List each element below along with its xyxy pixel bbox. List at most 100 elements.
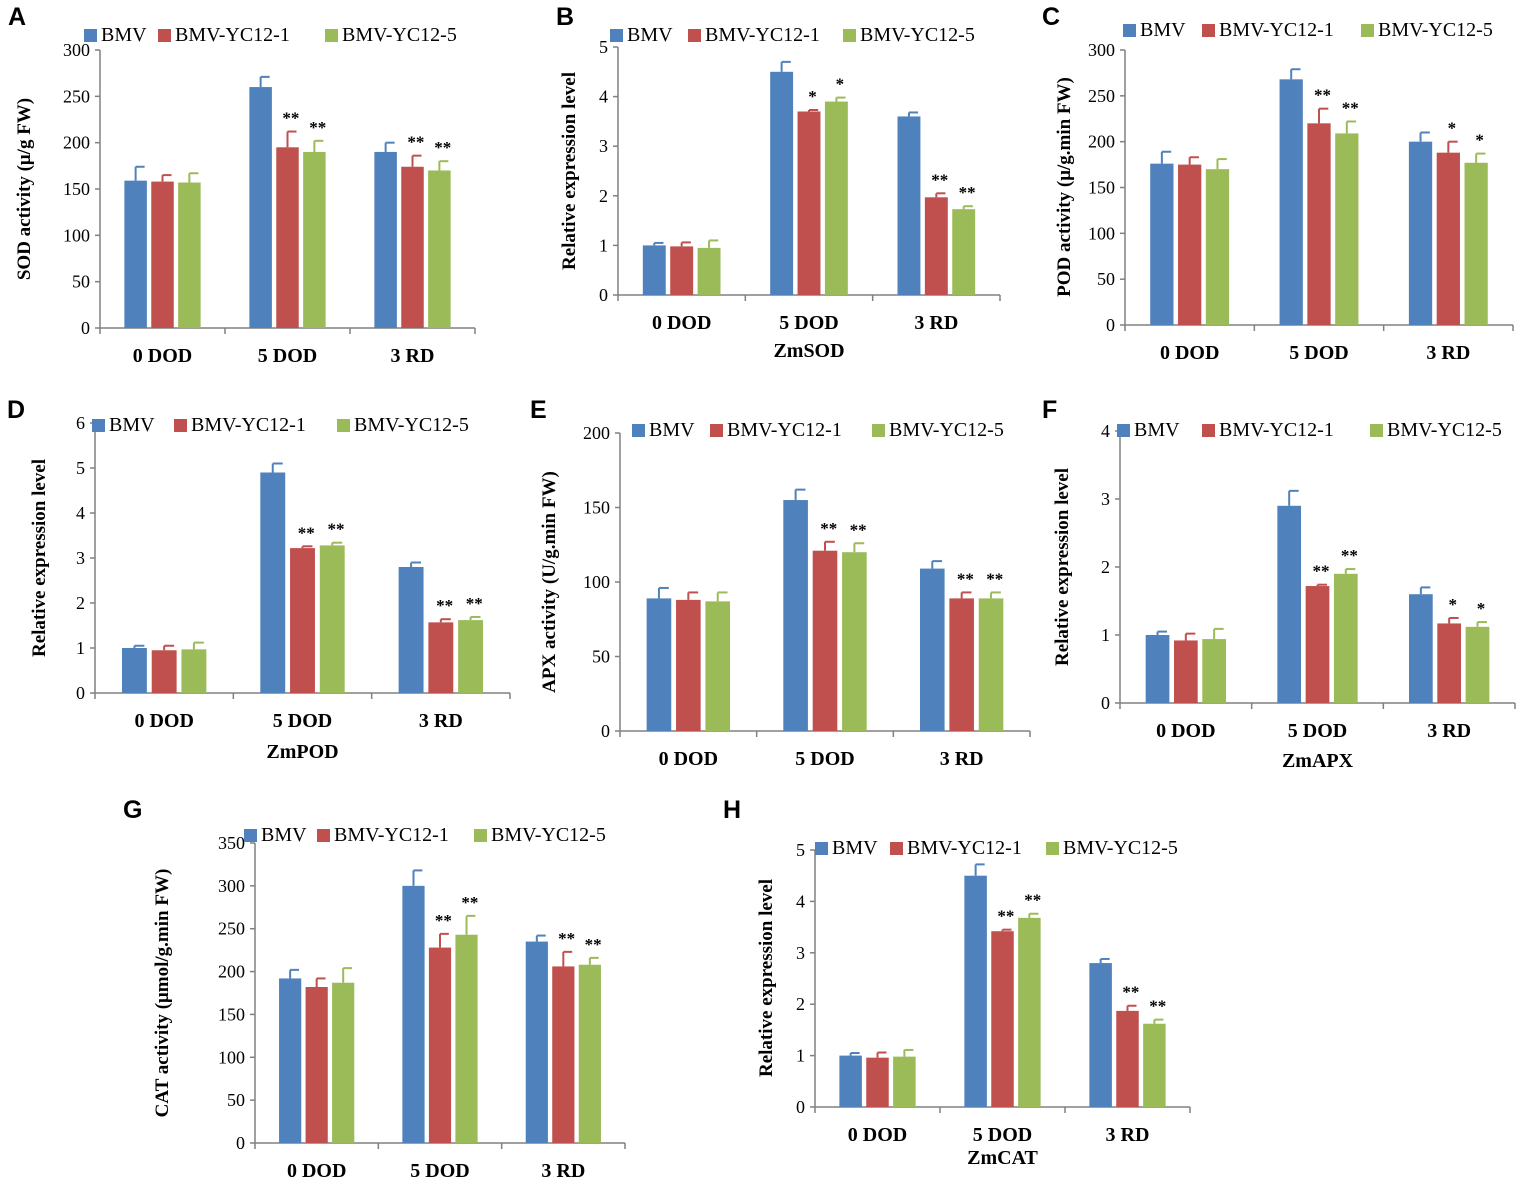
legend-label: BMV [627, 24, 673, 46]
legend-swatch [815, 842, 828, 855]
legend-label: BMV-YC12-5 [1063, 837, 1178, 859]
y-tick-label: 150 [583, 498, 610, 518]
bar-bmv-3-rd [919, 568, 945, 731]
legend-swatch [843, 29, 856, 42]
significance-mark: ** [309, 118, 326, 137]
category-label: 5 DOD [973, 1124, 1032, 1146]
x-axis-title: ZmCAT [967, 1147, 1038, 1169]
panel-letter: H [723, 796, 741, 824]
legend: BMV BMV-YC12-1 BMV-YC12-5 [815, 837, 1178, 859]
legend-swatch [688, 29, 701, 42]
category-label: 5 DOD [258, 345, 317, 367]
y-tick-label: 350 [218, 833, 245, 853]
significance-mark: * [1448, 119, 1457, 138]
y-tick-label: 100 [583, 572, 610, 592]
category-label: 3 RD [419, 710, 463, 732]
legend-label: BMV-YC12-1 [1219, 419, 1334, 441]
legend: BMV BMV-YC12-1 BMV-YC12-5 [92, 414, 469, 436]
legend-swatch [1123, 24, 1136, 37]
category-label: 0 DOD [1156, 720, 1215, 742]
y-axis-title: POD activity (μ/g.min FW) [1054, 77, 1075, 297]
significance-mark: ** [1122, 983, 1139, 1002]
bar-bmv-yc12-5-5-dod [319, 545, 345, 693]
category-label: 3 RD [1427, 720, 1471, 742]
category-label: 5 DOD [779, 312, 838, 334]
y-tick-label: 5 [796, 840, 805, 860]
y-tick-label: 200 [63, 133, 90, 153]
legend-label: BMV-YC12-1 [1219, 19, 1334, 41]
y-tick-label: 150 [218, 1004, 245, 1024]
y-tick-label: 300 [63, 40, 90, 60]
significance-mark: ** [327, 520, 344, 539]
panel-a: A 0 50 100 150 200 250 300 0 DOD 5 DOD 3 RD ** ** ** *… [8, 3, 476, 367]
bar-bmv-yc12-1-0-dod [1173, 640, 1198, 703]
legend-swatch [1202, 424, 1215, 437]
y-tick-label: 0 [81, 318, 90, 338]
legend-swatch [174, 419, 187, 432]
legend-label: BMV-YC12-1 [334, 824, 449, 846]
bar-bmv-yc12-5-3-rd [458, 620, 484, 693]
bar-bmv-3-rd [1409, 594, 1433, 703]
panel-letter: A [8, 3, 26, 31]
bar-bmv-0-dod [121, 648, 147, 693]
legend-swatch [1370, 424, 1383, 437]
y-tick-label: 0 [796, 1097, 805, 1117]
legend-label: BMV-YC12-1 [705, 24, 820, 46]
legend-swatch [92, 419, 105, 432]
bar-bmv-yc12-1-5-dod [1305, 586, 1330, 703]
bar-bmv-yc12-1-0-dod [1178, 164, 1202, 325]
category-label: 0 DOD [848, 1124, 907, 1146]
bar-bmv-0-dod [279, 978, 302, 1143]
y-tick-label: 0 [1106, 315, 1115, 335]
significance-mark: ** [957, 569, 974, 588]
y-axis-title: CAT activity (μmol/g.min FW) [152, 869, 173, 1118]
category-label: 3 RD [1106, 1124, 1150, 1146]
category-label: 0 DOD [133, 345, 192, 367]
y-tick-label: 50 [227, 1090, 245, 1110]
significance-mark: ** [997, 907, 1014, 926]
bar-bmv-yc12-5-5-dod [303, 151, 326, 328]
y-tick-label: 5 [76, 458, 85, 478]
legend-label: BMV [261, 824, 307, 846]
y-tick-label: 6 [76, 413, 85, 433]
bar-bmv-yc12-5-0-dod [178, 182, 201, 328]
bar-bmv-3-rd [1089, 963, 1112, 1107]
panel-letter: C [1042, 3, 1060, 31]
significance-mark: ** [1149, 997, 1166, 1016]
y-tick-label: 100 [63, 225, 90, 245]
y-axis-title: Relative expression level [559, 72, 580, 270]
y-tick-label: 100 [1088, 223, 1115, 243]
bar-bmv-yc12-5-3-rd [428, 170, 451, 328]
panel-e: E 0 50 100 150 200 0 DOD 5 DOD 3 RD ** ** ** ** APX a… [530, 396, 1031, 770]
bar-bmv-5-dod [783, 500, 808, 731]
y-tick-label: 300 [218, 876, 245, 896]
significance-mark: ** [1342, 99, 1359, 118]
significance-mark: ** [1314, 86, 1331, 105]
legend-label: BMV-YC12-1 [191, 414, 306, 436]
y-tick-label: 2 [76, 593, 85, 613]
bar-bmv-yc12-5-3-rd [578, 964, 601, 1143]
category-label: 5 DOD [795, 748, 854, 770]
bar-bmv-5-dod [1277, 505, 1302, 703]
y-axis-title: Relative expression level [1052, 468, 1073, 666]
category-label: 0 DOD [1160, 342, 1219, 364]
significance-mark: * [836, 75, 845, 94]
y-tick-label: 0 [76, 683, 85, 703]
significance-mark: ** [850, 520, 867, 539]
bar-bmv-yc12-1-3-rd [1436, 152, 1460, 325]
bar-bmv-5-dod [770, 71, 794, 295]
category-label: 0 DOD [659, 748, 718, 770]
bar-bmv-yc12-5-5-dod [1335, 133, 1359, 325]
legend-label: BMV-YC12-5 [1378, 19, 1493, 41]
category-label: 5 DOD [1288, 720, 1347, 742]
legend-swatch [325, 29, 338, 42]
bar-bmv-yc12-5-0-dod [705, 601, 731, 731]
significance-mark: ** [1341, 546, 1358, 565]
y-tick-label: 250 [63, 86, 90, 106]
bar-bmv-yc12-5-0-dod [181, 649, 207, 693]
y-tick-label: 3 [1101, 489, 1110, 509]
bar-bmv-yc12-1-5-dod [797, 111, 821, 295]
